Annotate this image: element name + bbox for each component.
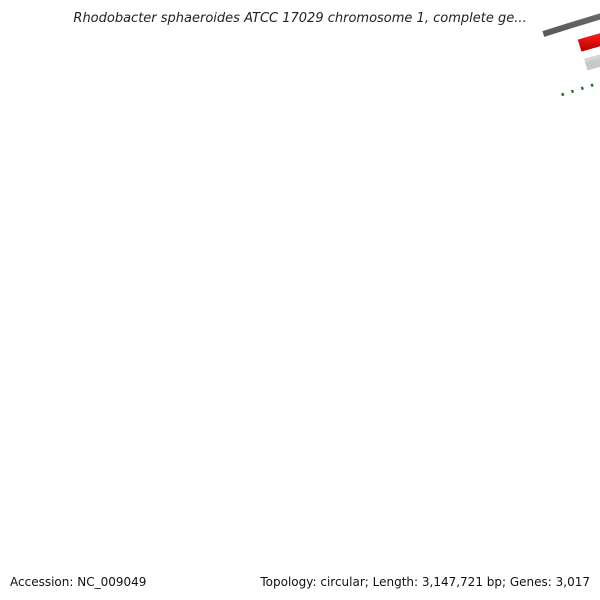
inner-scale-ticks: [561, 83, 594, 97]
cds-bar-highlight-6: [584, 54, 600, 63]
inner-tick-minor: [580, 86, 584, 91]
inner-tick-minor: [570, 89, 575, 94]
topology-text: Topology: circular; Length: 3,147,721 bp…: [260, 575, 590, 589]
gene-arrow-unnamed-6: [577, 33, 600, 52]
accession-text: Accession: NC_009049: [10, 575, 147, 589]
cds-bar-6: [584, 54, 600, 71]
gene-track: [577, 33, 600, 52]
chromosome-backbone: [542, 13, 600, 37]
backbone-arc: [542, 13, 600, 37]
inner-tick-minor: [561, 92, 565, 97]
inner-tick-minor: [590, 83, 594, 88]
cds-track: [584, 54, 600, 71]
map-title: Rhodobacter sphaeroides ATCC 17029 chrom…: [73, 11, 526, 26]
